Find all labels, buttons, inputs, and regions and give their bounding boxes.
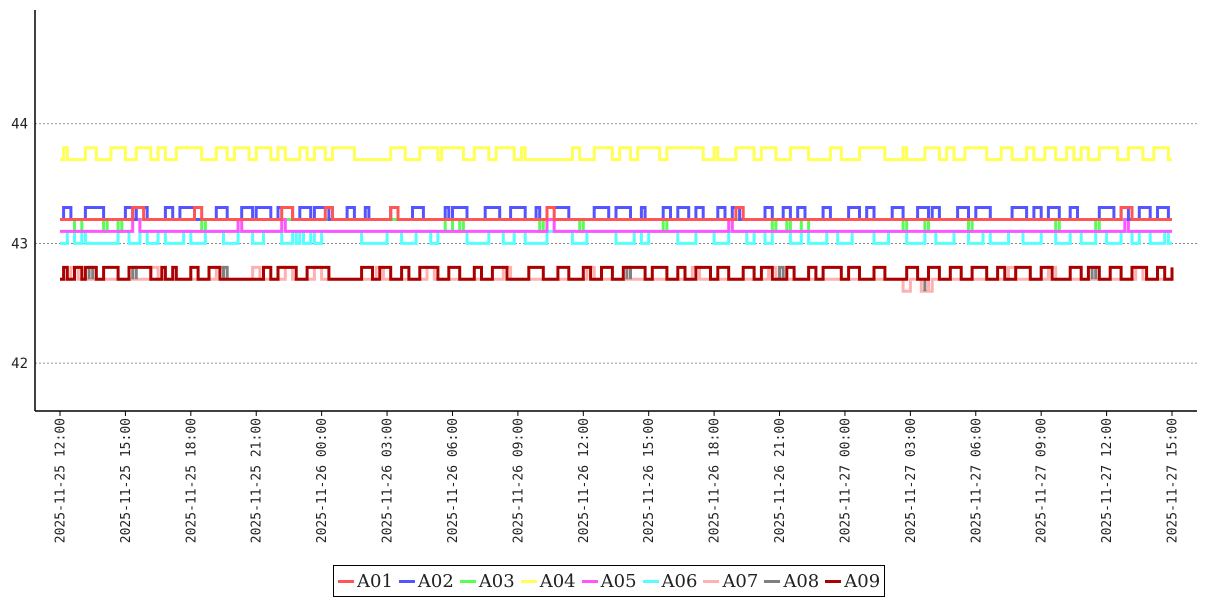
legend-swatch (459, 579, 476, 583)
legend-label: A03 (478, 570, 515, 592)
axes (34, 10, 1197, 412)
x-tick-label: 2025-11-27 00:00 (838, 418, 853, 543)
series-a05 (60, 218, 1172, 233)
legend-label: A02 (417, 570, 454, 592)
x-tick-label: 2025-11-26 03:00 (381, 418, 396, 543)
legend-label: A07 (722, 570, 759, 592)
legend-swatch (825, 579, 842, 583)
x-tick-labels: 2025-11-25 12:00 2025-11-25 15:00 2025-11-… (54, 411, 1181, 543)
legend-item-a05: A05 (581, 570, 637, 592)
x-tick-label: 2025-11-26 15:00 (642, 418, 657, 543)
series-a09 (60, 265, 1174, 281)
legend-item-a04: A04 (520, 570, 576, 592)
x-tick-label: 2025-11-26 09:00 (511, 418, 526, 543)
legend-swatch (703, 579, 720, 583)
y-tick-labels: 42 43 44 (11, 117, 28, 372)
y-tick-label: 42 (11, 356, 28, 372)
x-tick-label: 2025-11-26 06:00 (446, 418, 461, 543)
legend-label: A08 (783, 570, 820, 592)
series-a01 (60, 206, 1172, 221)
y-tick-label: 44 (11, 117, 28, 133)
x-tick-label: 2025-11-26 12:00 (577, 418, 592, 543)
x-tick-label: 2025-11-25 12:00 (54, 418, 69, 543)
x-tick-label: 2025-11-26 18:00 (708, 418, 723, 543)
legend-swatch (642, 579, 659, 583)
x-tick-label: 2025-11-27 09:00 (1035, 418, 1050, 543)
legend-item-a08: A08 (764, 571, 819, 592)
series-a06 (60, 229, 1172, 245)
legend-item-a03: A03 (459, 570, 515, 592)
x-tick-label: 2025-11-26 21:00 (773, 418, 788, 543)
legend-swatch (398, 579, 415, 583)
series-a04 (60, 146, 1172, 162)
legend-label: A06 (661, 570, 698, 592)
series-a03 (60, 218, 1172, 233)
legend-swatch (581, 579, 598, 583)
legend-label: A01 (357, 570, 393, 592)
legend: A01 A02 A03 A04 A05 A06 A07 A08 A09 (333, 565, 886, 597)
x-tick-label: 2025-11-27 03:00 (904, 418, 919, 543)
legend-item-a06: A06 (642, 570, 698, 592)
legend-item-a02: A02 (398, 570, 454, 592)
legend-item-a09: A09 (825, 571, 880, 592)
x-tick-label: 2025-11-26 00:00 (315, 418, 330, 543)
legend-label: A09 (844, 570, 881, 592)
legend-item-a07: A07 (703, 571, 758, 592)
series-layer (60, 146, 1174, 293)
legend-swatch (520, 579, 537, 583)
legend-item-a01: A01 (338, 571, 393, 592)
legend-swatch (338, 579, 354, 583)
series-a02 (60, 206, 1172, 221)
x-tick-label: 2025-11-27 12:00 (1100, 418, 1115, 543)
x-tick-label: 2025-11-27 06:00 (969, 418, 984, 543)
x-tick-label: 2025-11-25 21:00 (250, 418, 265, 543)
legend-swatch (764, 579, 781, 583)
y-tick-label: 43 (11, 236, 28, 252)
x-tick-label: 2025-11-25 18:00 (184, 418, 199, 543)
x-tick-label: 2025-11-27 15:00 (1166, 418, 1181, 543)
legend-label: A04 (539, 570, 576, 592)
legend-label: A05 (600, 570, 637, 592)
x-tick-label: 2025-11-25 15:00 (119, 418, 134, 543)
